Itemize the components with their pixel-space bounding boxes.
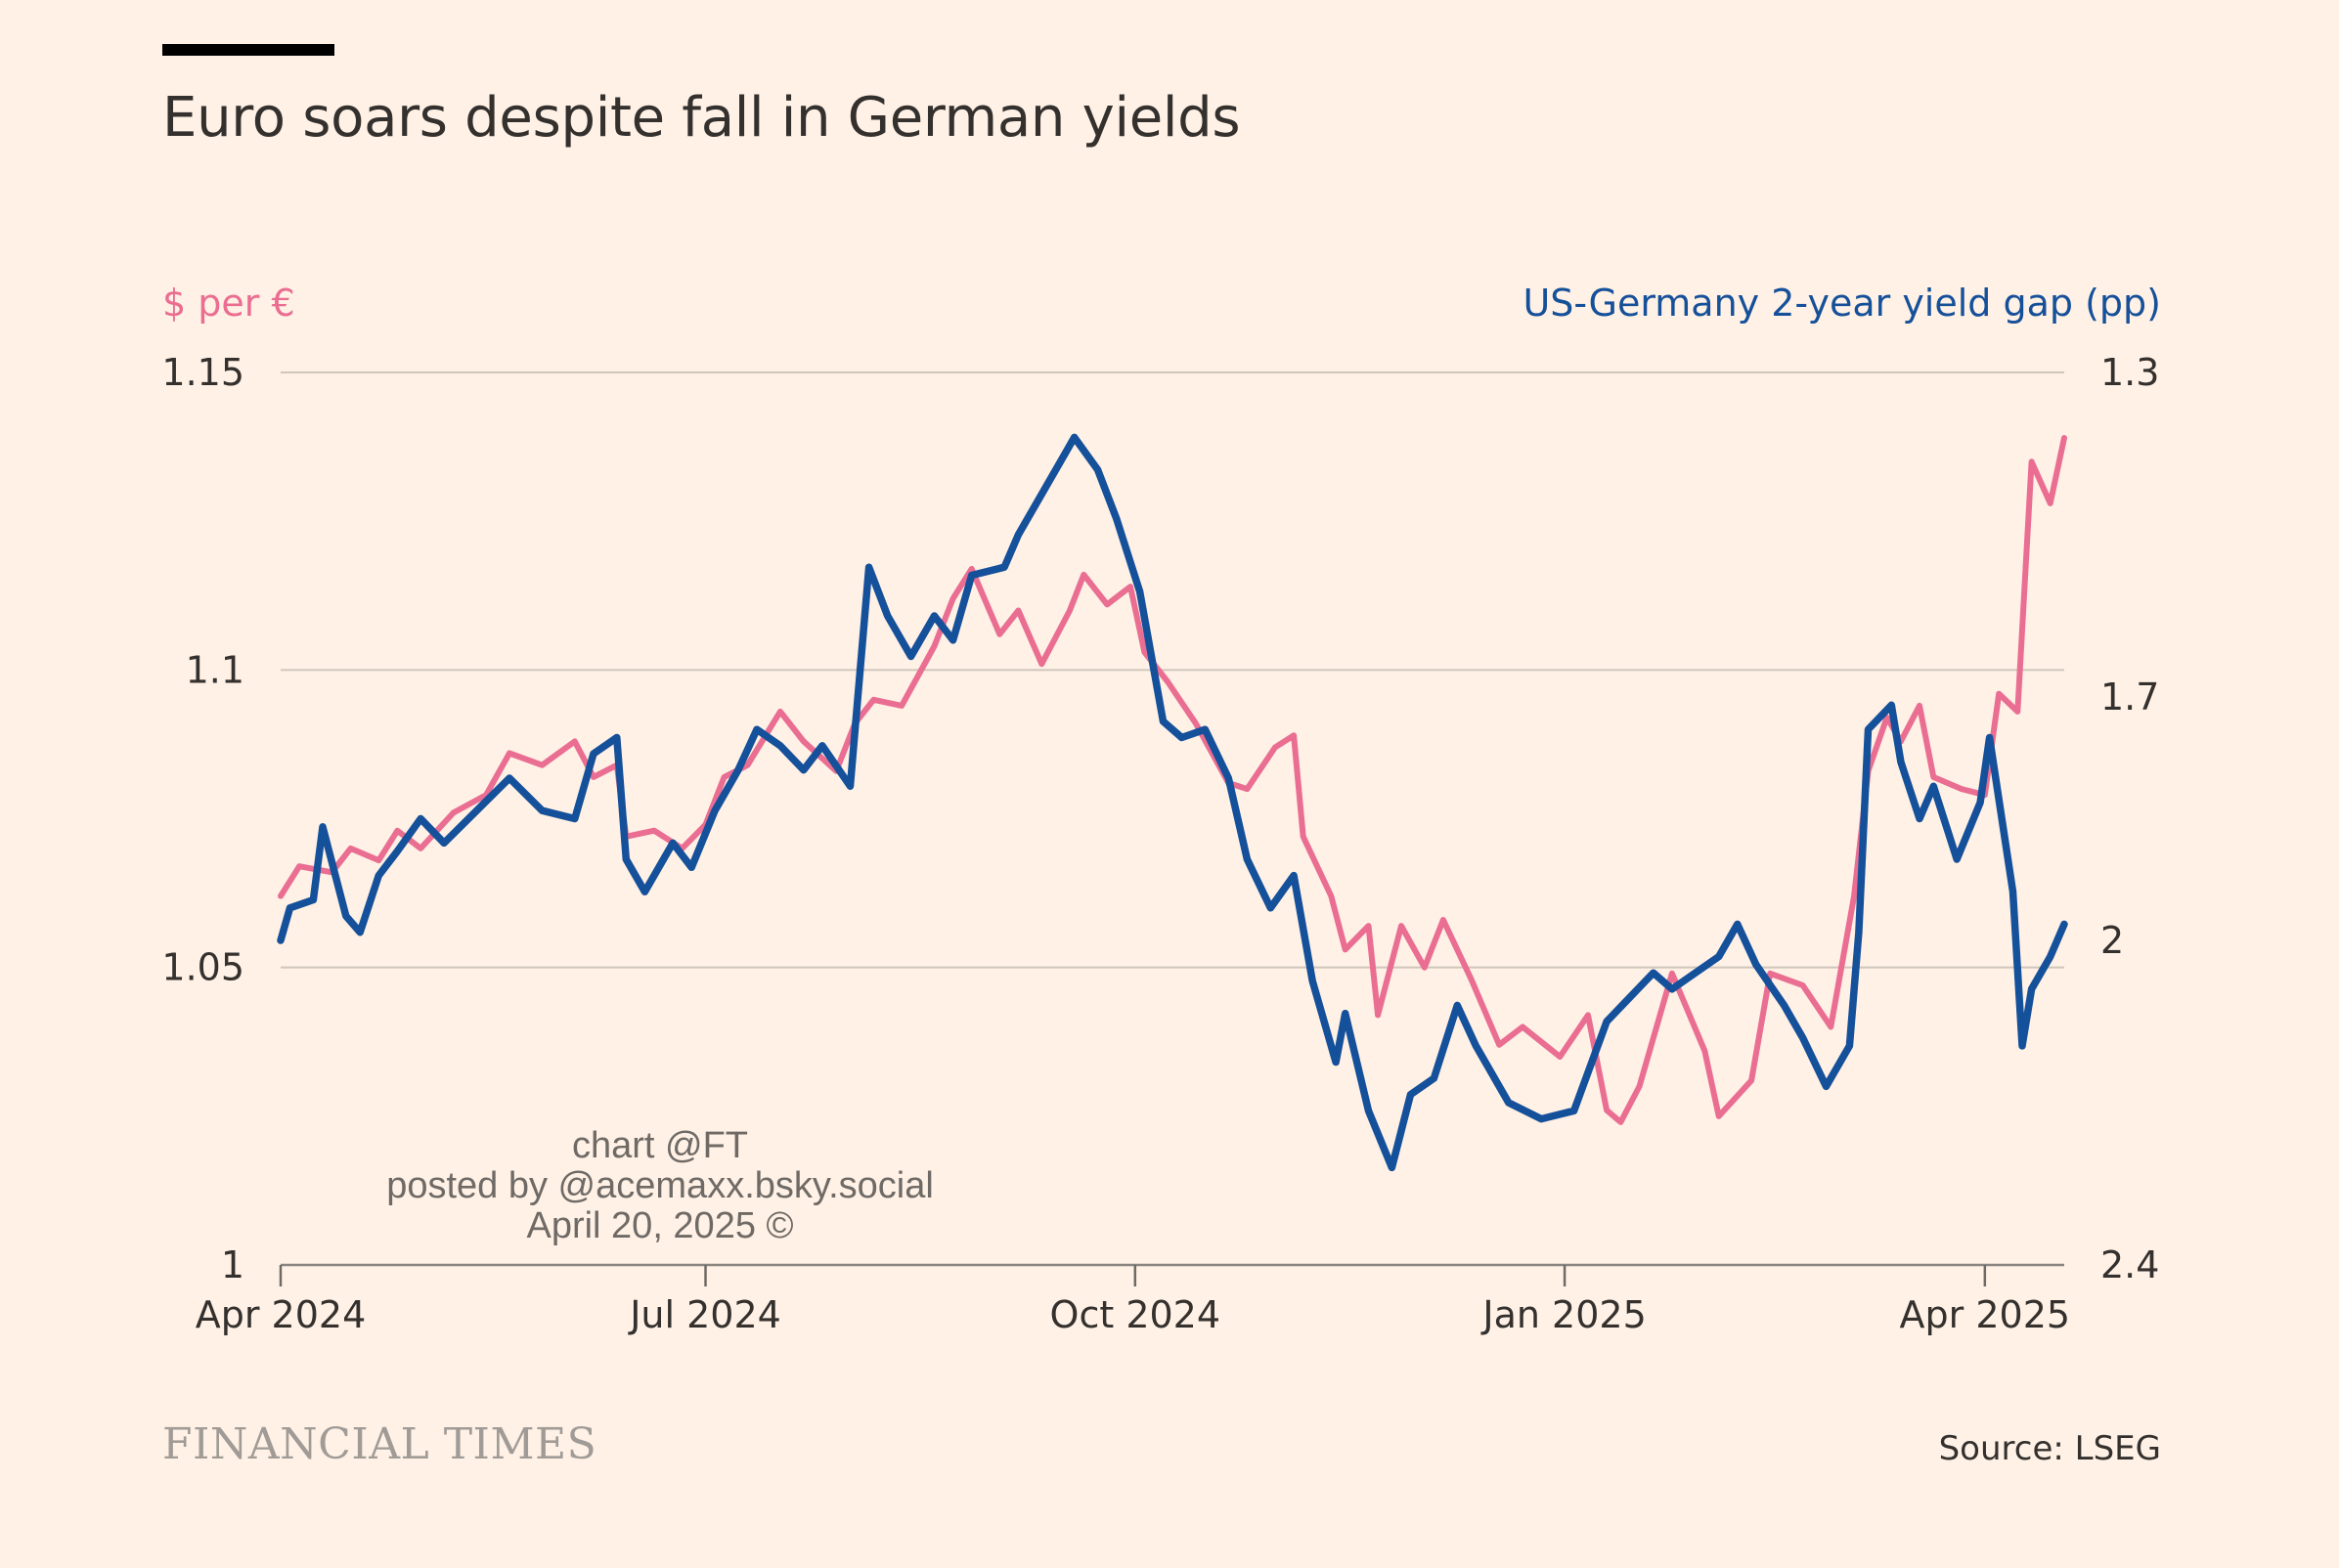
x-tick-label: Jan 2025 bbox=[1480, 1293, 1646, 1336]
eur-usd-series-line bbox=[278, 435, 2067, 1125]
gridlines bbox=[281, 371, 2064, 1267]
top-rule bbox=[162, 44, 334, 56]
watermark-line-1: chart @FT bbox=[571, 1125, 749, 1166]
yield-gap-series-line bbox=[277, 433, 2068, 1172]
left-tick-label: 1 bbox=[221, 1243, 244, 1286]
watermark-line-3: April 20, 2025 © bbox=[526, 1205, 794, 1246]
x-tick-label: Oct 2024 bbox=[1050, 1293, 1221, 1336]
left-tick-label: 1.1 bbox=[186, 648, 244, 691]
watermark-line-2: posted by @acemaxx.bsky.social bbox=[386, 1165, 934, 1206]
left-tick-label: 1.05 bbox=[161, 946, 244, 989]
right-axis-title: US-Germany 2-year yield gap (pp) bbox=[1523, 282, 2161, 325]
right-tick-label: 2.4 bbox=[2100, 1243, 2159, 1286]
watermark: chart @FT posted by @acemaxx.bsky.social… bbox=[372, 1126, 949, 1246]
left-axis-title: $ per € bbox=[162, 282, 295, 325]
ft-logo: FINANCIAL TIMES bbox=[162, 1419, 597, 1469]
x-tick-label: Apr 2025 bbox=[1900, 1293, 2071, 1336]
series-lines bbox=[277, 433, 2068, 1172]
left-tick-label: 1.15 bbox=[161, 351, 244, 394]
right-tick-label: 1.7 bbox=[2100, 675, 2159, 719]
axis-ticks: 1 1.05 1.1 1.15 1.3 1.7 2 2.4 Apr 2024 Jul 2024 Oc… bbox=[161, 351, 2159, 1336]
x-tick-label: Jul 2024 bbox=[628, 1293, 781, 1336]
source-note: Source: LSEG bbox=[1938, 1429, 2161, 1468]
right-tick-label: 2 bbox=[2100, 919, 2124, 962]
chart-title: Euro soars despite fall in German yields bbox=[162, 86, 1241, 150]
x-tick-label: Apr 2024 bbox=[196, 1293, 367, 1336]
right-tick-label: 1.3 bbox=[2100, 351, 2159, 394]
